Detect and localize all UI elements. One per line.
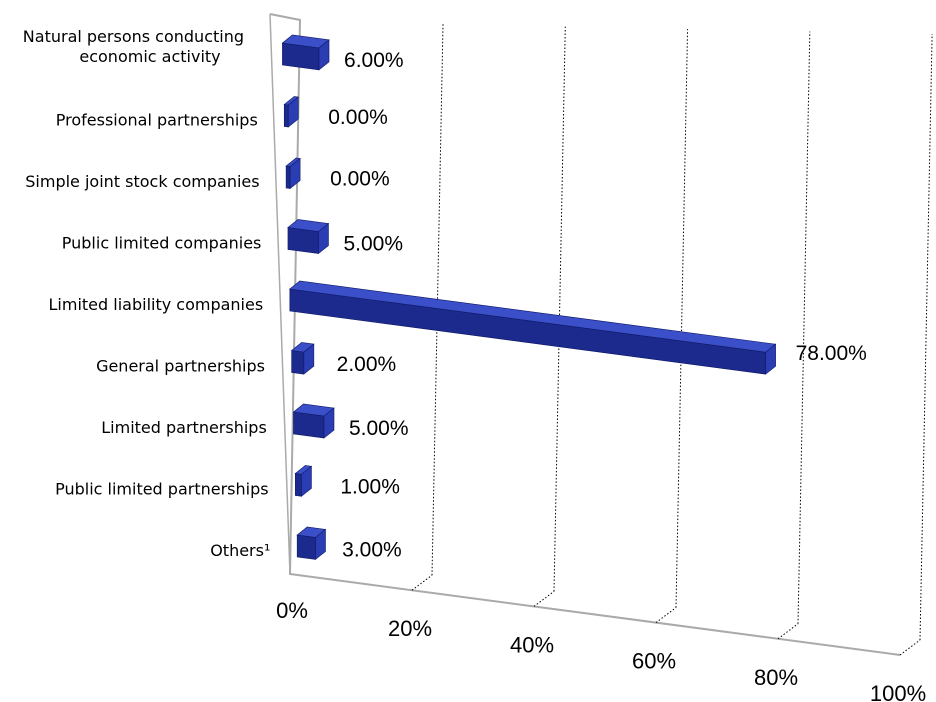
gridlines bbox=[411, 24, 933, 656]
gridline-floor bbox=[777, 623, 799, 640]
category-label: Simple joint stock companies bbox=[25, 172, 259, 191]
value-labels: 6.00% 0.00% 0.00% 5.00% 78.00% 2.00% 5.00% 1.00… bbox=[328, 49, 867, 562]
bar-front bbox=[291, 350, 305, 375]
category-label: General partnerships bbox=[96, 357, 265, 376]
category-label: Limited liability companies bbox=[49, 295, 264, 314]
bar-front bbox=[285, 165, 291, 189]
gridline-floor bbox=[411, 574, 433, 591]
x-tick-label: 100% bbox=[870, 681, 926, 702]
left-wall-edge bbox=[269, 13, 291, 575]
bar-end bbox=[323, 407, 335, 439]
bar-end bbox=[289, 157, 301, 190]
x-tick-label: 0% bbox=[276, 598, 308, 623]
category-label: Public limited partnerships bbox=[55, 480, 269, 499]
value-label: 0.00% bbox=[328, 106, 388, 129]
bar-end bbox=[287, 96, 299, 128]
gridline bbox=[675, 29, 689, 608]
value-label: 0.00% bbox=[330, 168, 390, 191]
x-tick-label: 60% bbox=[632, 649, 676, 674]
x-tick-labels: 0% 20% 40% 60% 80% 100% bbox=[276, 598, 926, 702]
gridline-floor bbox=[533, 591, 555, 607]
category-label: Professional partnerships bbox=[56, 111, 258, 130]
bar-end bbox=[318, 222, 329, 255]
gridline-floor bbox=[655, 607, 677, 623]
value-label: 5.00% bbox=[343, 233, 403, 256]
bar-front bbox=[293, 411, 325, 439]
gridline bbox=[431, 24, 444, 576]
value-label: 6.00% bbox=[344, 49, 404, 72]
value-label: 78.00% bbox=[796, 342, 867, 365]
value-label: 2.00% bbox=[337, 353, 397, 376]
bar-end bbox=[303, 343, 315, 375]
bar-front bbox=[287, 227, 319, 254]
bar-end bbox=[318, 39, 330, 71]
x-tick-label: 80% bbox=[754, 665, 798, 690]
bar-end bbox=[315, 528, 326, 561]
category-label: economic activity bbox=[79, 47, 220, 66]
category-label: Public limited companies bbox=[62, 234, 262, 253]
bar-end bbox=[765, 343, 776, 375]
gridline bbox=[919, 33, 933, 641]
value-label: 1.00% bbox=[340, 475, 400, 498]
gridline bbox=[797, 31, 811, 624]
category-label: Others¹ bbox=[210, 541, 270, 560]
bar-front bbox=[296, 534, 316, 560]
gridline bbox=[553, 26, 566, 592]
gridline-floor bbox=[899, 639, 921, 656]
category-label: Limited partnerships bbox=[101, 418, 267, 437]
bar-end bbox=[301, 465, 312, 497]
category-label: Natural persons conducting bbox=[23, 27, 244, 46]
bar-front bbox=[283, 104, 289, 128]
x-tick-label: 20% bbox=[388, 616, 432, 641]
value-label: 3.00% bbox=[342, 538, 402, 561]
x-tick-label: 40% bbox=[510, 632, 554, 657]
bars bbox=[281, 34, 777, 561]
value-label: 5.00% bbox=[349, 417, 409, 440]
bar-front bbox=[295, 473, 302, 497]
